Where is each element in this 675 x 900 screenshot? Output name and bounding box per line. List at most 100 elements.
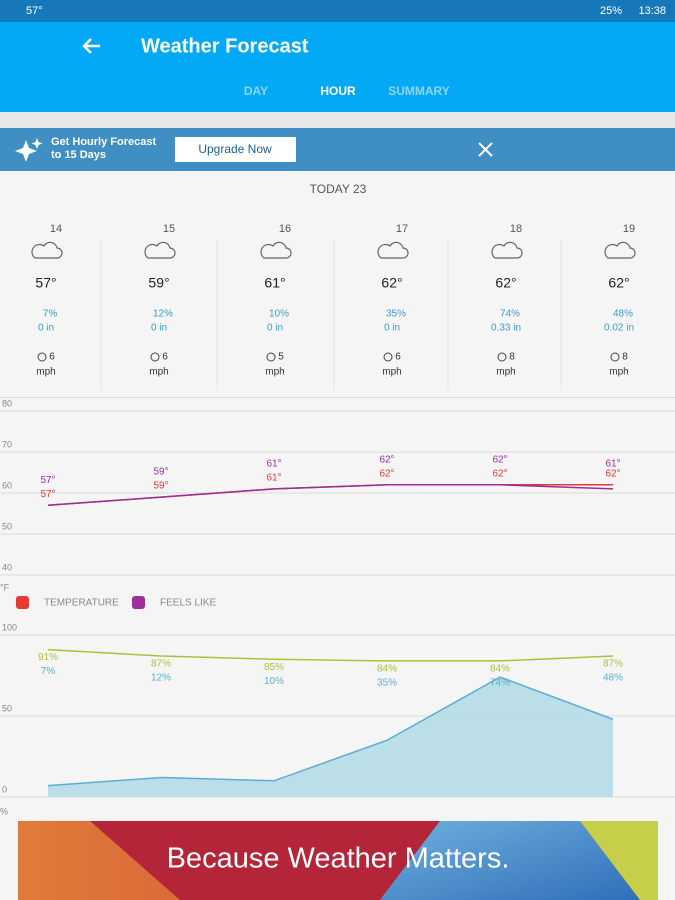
precip-chance: 35%	[386, 309, 406, 320]
wind-icon	[610, 352, 620, 362]
upgrade-button[interactable]	[175, 137, 296, 162]
hour: 15	[163, 223, 175, 235]
hour: 19	[623, 223, 635, 235]
weather-icon	[604, 241, 636, 259]
legend-swatch	[132, 596, 145, 609]
y-tick-label: 50	[2, 703, 12, 713]
weather-icon	[144, 241, 176, 259]
value-label: 57°	[40, 489, 55, 500]
wind-unit: mph	[149, 367, 168, 378]
value-label: 62°	[492, 468, 507, 479]
precip-chance: 12%	[153, 309, 173, 320]
tab[interactable]: SUMMARY	[388, 84, 450, 98]
app-bar	[0, 22, 675, 112]
precip-chance: 10%	[269, 309, 289, 320]
temp: 62°	[381, 275, 402, 291]
value-label: 84%	[377, 664, 397, 675]
precip-amount: 0 in	[384, 323, 400, 334]
back-button[interactable]	[82, 38, 100, 54]
upgrade-button-label: Upgrade Now	[198, 142, 272, 156]
sparkle-icon	[15, 138, 43, 162]
hour: 16	[279, 223, 291, 235]
tab[interactable]: HOUR	[320, 84, 356, 98]
series-line	[47, 484, 614, 507]
series-line	[47, 648, 614, 662]
ad-text: Because Weather Matters.	[167, 843, 510, 875]
ad-shape	[580, 821, 658, 900]
legend-label: FEELS LIKE	[160, 598, 216, 609]
precip-amount: 0.02 in	[604, 323, 634, 334]
value-label: 62°	[379, 468, 394, 479]
y-tick-label: 70	[2, 439, 12, 449]
value-label: 57°	[40, 475, 55, 486]
wind-icon	[266, 352, 276, 362]
y-tick-label: 100	[2, 622, 17, 632]
wind: 6	[49, 352, 55, 363]
y-axis-label: %	[0, 806, 8, 816]
weather-icon	[491, 241, 523, 259]
temp: 57°	[35, 275, 56, 291]
value-label: 61°	[266, 459, 281, 470]
hour: 17	[396, 223, 408, 235]
y-tick-label: 0	[2, 784, 7, 794]
wind: 5	[278, 352, 284, 363]
value-label: 87%	[603, 659, 623, 670]
value-label: 12%	[151, 673, 171, 684]
value-label: 87%	[151, 659, 171, 670]
precip-chance: 48%	[613, 309, 633, 320]
wind-unit: mph	[265, 367, 284, 378]
y-axis-label: °F	[0, 582, 10, 592]
temp: 61°	[264, 275, 285, 291]
hour: 14	[50, 223, 62, 235]
banner	[0, 128, 675, 171]
series-line	[47, 484, 613, 507]
wind-icon	[37, 352, 47, 362]
area-fill	[48, 677, 613, 797]
precip-amount: 0 in	[38, 323, 54, 334]
value-label: 59°	[153, 467, 168, 478]
precip-chance: 7%	[43, 309, 58, 320]
clock: 13:38	[638, 5, 666, 17]
value-label: 10%	[264, 676, 284, 687]
ad-shape	[90, 821, 440, 900]
precip-amount: 0 in	[267, 323, 283, 334]
ad-shape	[380, 821, 640, 900]
legend-label: TEMPERATURE	[44, 598, 119, 609]
wind: 8	[622, 352, 628, 363]
value-label: 84%	[490, 664, 510, 675]
wind-unit: mph	[36, 367, 55, 378]
precip-amount: 0.33 in	[491, 323, 521, 334]
y-tick-label: 40	[2, 562, 12, 572]
wind: 8	[509, 352, 515, 363]
value-label: 59°	[153, 481, 168, 492]
wind-unit: mph	[609, 367, 628, 378]
date: TODAY 23	[310, 182, 367, 196]
precip-amount: 0 in	[151, 323, 167, 334]
value-label: 74%	[490, 678, 510, 689]
value-label: 48%	[603, 673, 623, 684]
wind-icon	[150, 352, 160, 362]
value-label: 62°	[492, 454, 507, 465]
tab[interactable]: DAY	[244, 84, 268, 98]
weather-icon	[260, 241, 292, 259]
close-button[interactable]	[478, 142, 493, 157]
y-tick-label: 80	[2, 398, 12, 408]
value-label: 62°	[379, 454, 394, 465]
legend-swatch	[16, 596, 29, 609]
temp: 59°	[148, 275, 169, 291]
status-bar	[0, 0, 675, 22]
wind-icon	[497, 352, 507, 362]
value-label: 85%	[264, 662, 284, 673]
value-label: 61°	[266, 473, 281, 484]
precip-chance: 74%	[500, 309, 520, 320]
banner-text: to 15 Days	[51, 149, 106, 161]
wind-icon	[383, 352, 393, 362]
banner-text: Get Hourly Forecast	[51, 136, 156, 148]
divider	[0, 112, 675, 128]
value-label: 91%	[38, 652, 58, 663]
value-label: 35%	[377, 678, 397, 689]
hour: 18	[510, 223, 522, 235]
weather-icon	[377, 241, 409, 259]
temp: 62°	[608, 275, 629, 291]
